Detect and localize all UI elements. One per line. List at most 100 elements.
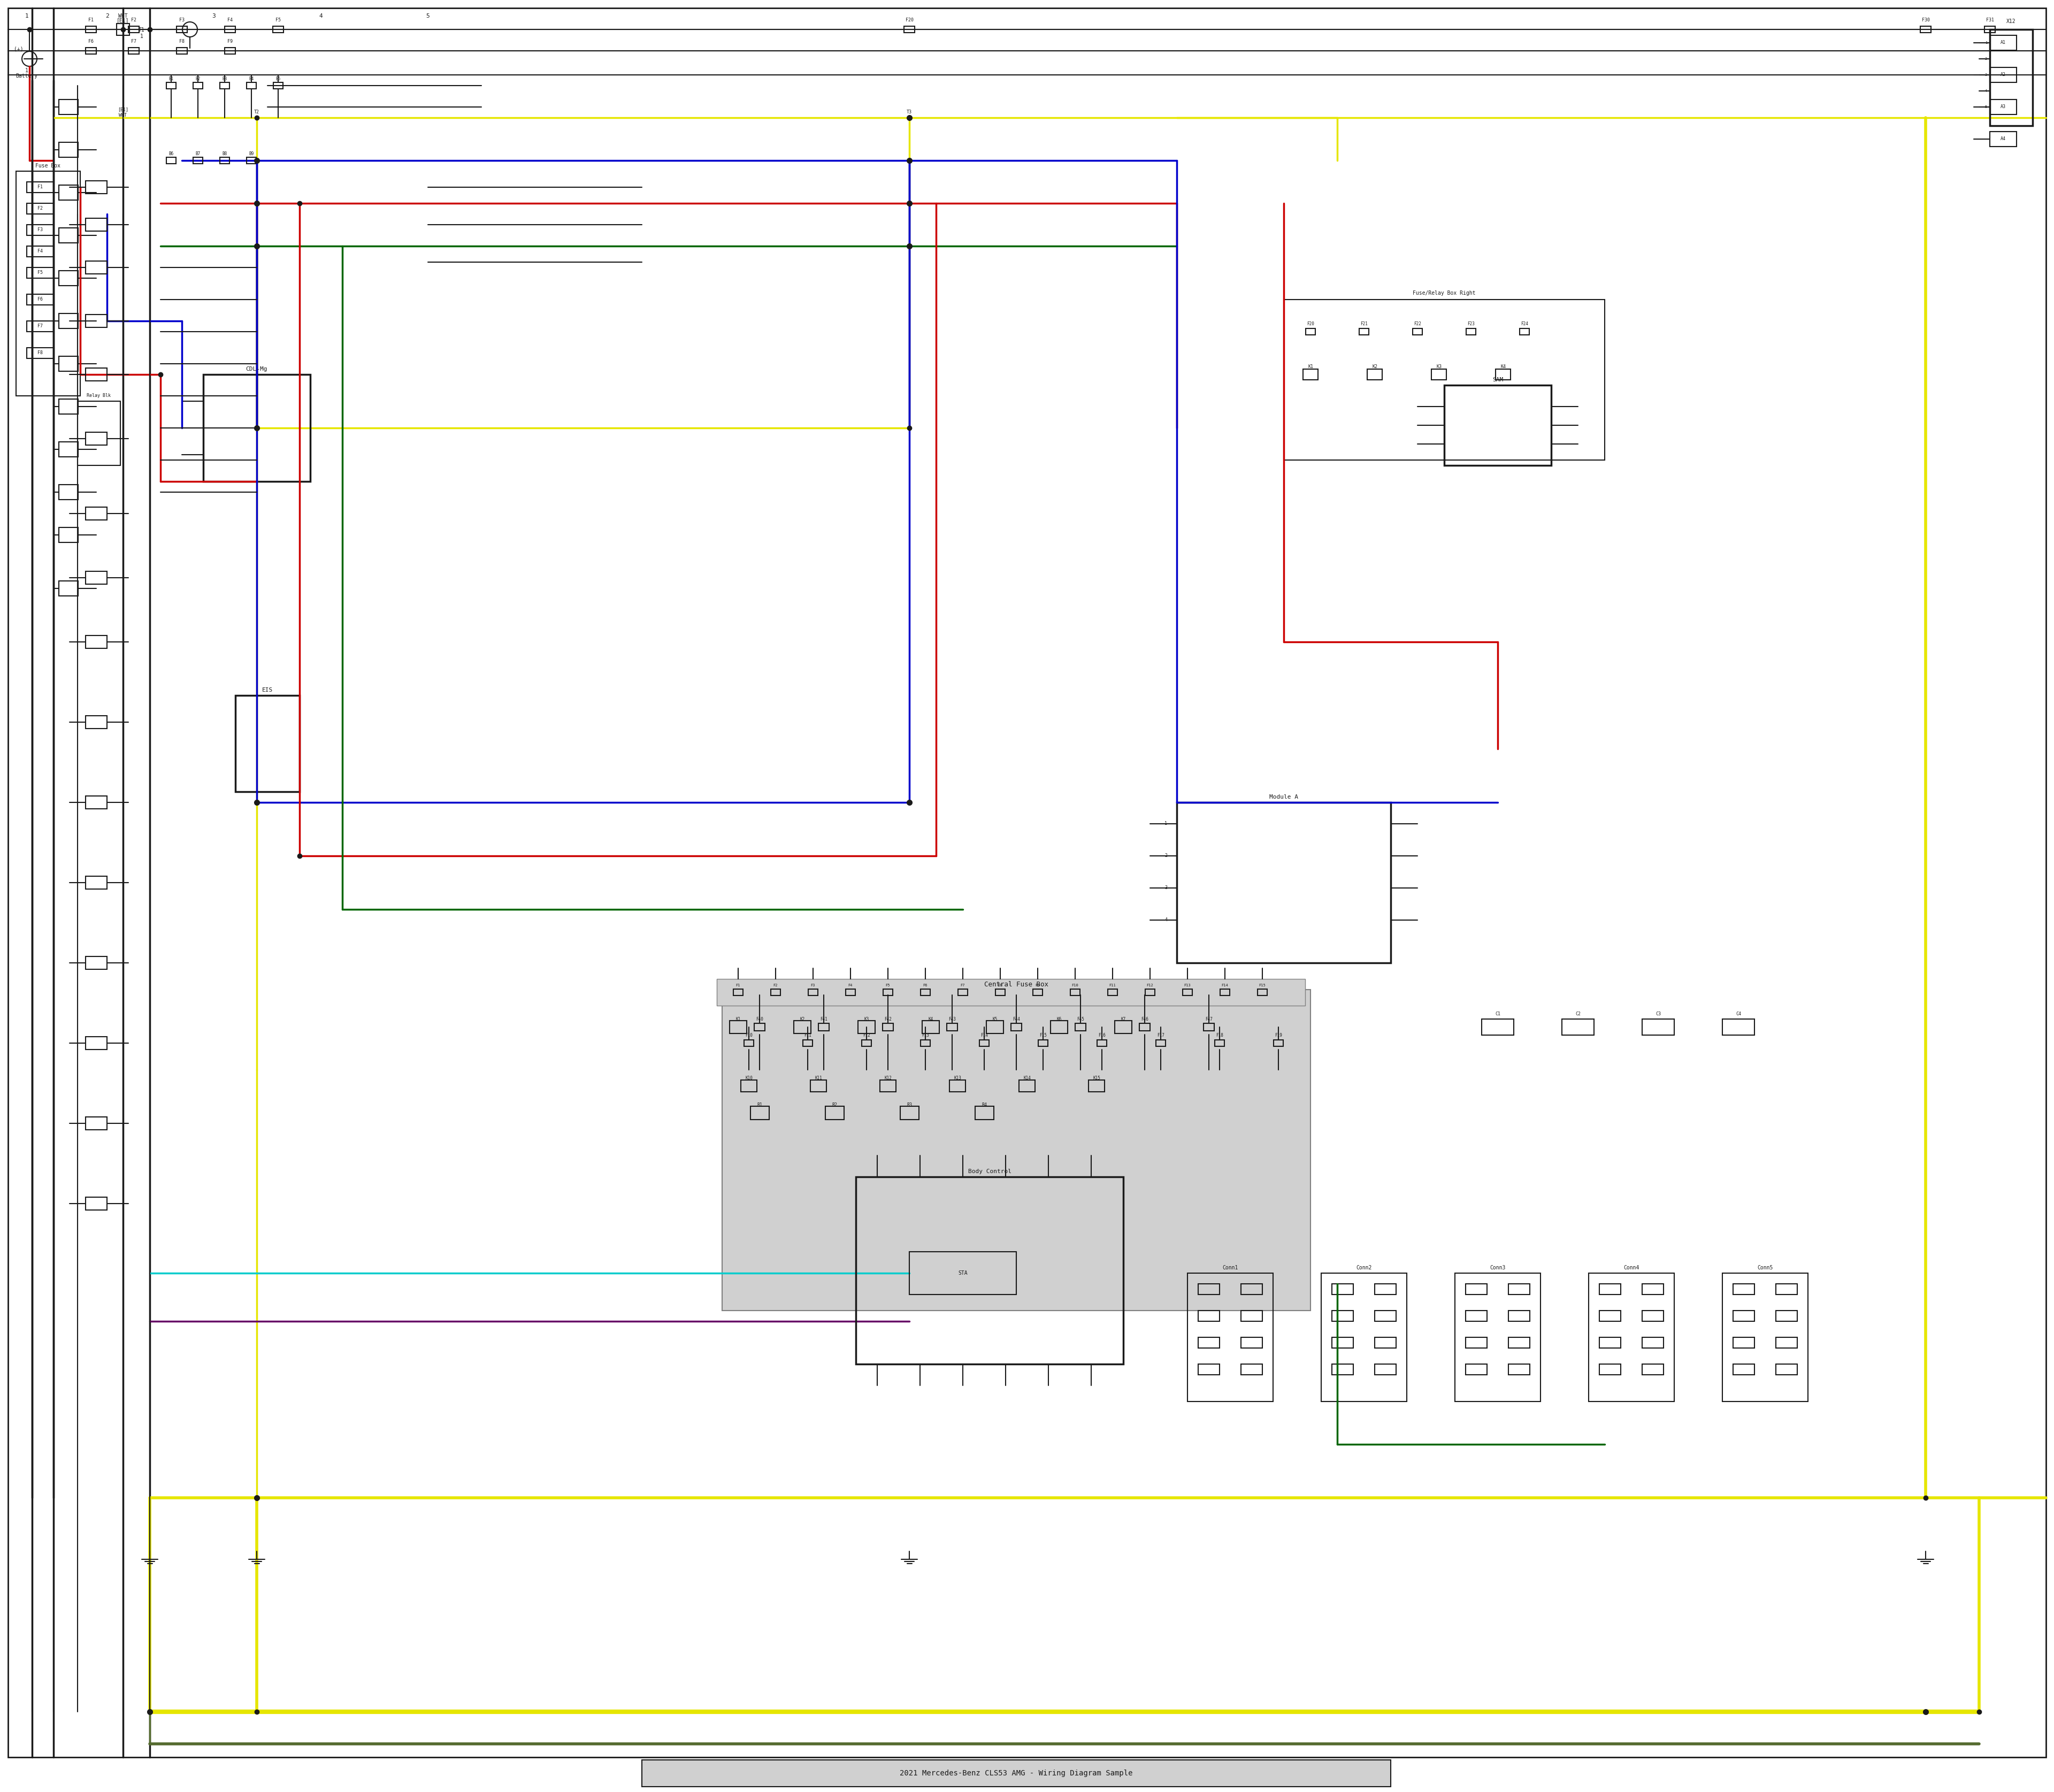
- Bar: [1990, 100, 2017, 115]
- Text: K3: K3: [1436, 364, 1442, 369]
- Text: C3: C3: [1656, 1011, 1662, 1016]
- Text: X12: X12: [2007, 18, 2015, 23]
- Bar: [1777, 1364, 1797, 1374]
- Bar: [246, 82, 257, 90]
- Bar: [1037, 1039, 1048, 1047]
- Bar: [741, 1081, 756, 1091]
- Bar: [1374, 1337, 1397, 1348]
- Bar: [1984, 27, 1994, 32]
- Bar: [807, 989, 817, 996]
- Bar: [236, 695, 300, 792]
- Bar: [1777, 1283, 1797, 1294]
- Text: F4: F4: [848, 984, 852, 987]
- Bar: [1107, 989, 1117, 996]
- Text: F7: F7: [961, 984, 965, 987]
- Bar: [1990, 131, 2017, 147]
- Text: F1: F1: [88, 18, 94, 22]
- Text: R1: R1: [756, 1102, 762, 1107]
- Bar: [986, 1021, 1004, 1034]
- Text: F7: F7: [37, 324, 43, 328]
- Text: F11: F11: [803, 1032, 811, 1038]
- Bar: [1374, 1310, 1397, 1321]
- Bar: [60, 527, 78, 543]
- Text: Battery: Battery: [16, 73, 37, 79]
- Text: B3: B3: [222, 77, 228, 82]
- Text: F12: F12: [1146, 984, 1154, 987]
- Bar: [1197, 1310, 1220, 1321]
- Text: 1: 1: [140, 34, 144, 39]
- Text: 3: 3: [212, 13, 216, 18]
- Bar: [1146, 989, 1154, 996]
- Text: F24: F24: [1520, 321, 1528, 326]
- Bar: [1306, 328, 1315, 335]
- Text: T2: T2: [255, 109, 259, 115]
- Bar: [1321, 1272, 1407, 1401]
- Bar: [16, 172, 80, 396]
- Bar: [1241, 1364, 1263, 1374]
- Bar: [166, 82, 177, 90]
- Bar: [1481, 1020, 1514, 1036]
- Bar: [1187, 1272, 1273, 1401]
- Bar: [859, 1021, 875, 1034]
- Bar: [1723, 1020, 1754, 1036]
- Bar: [1777, 1310, 1797, 1321]
- Text: 1: 1: [25, 68, 29, 73]
- Bar: [1508, 1310, 1530, 1321]
- Bar: [1600, 1310, 1621, 1321]
- Bar: [273, 82, 283, 90]
- Text: F5: F5: [885, 984, 889, 987]
- Text: 1: 1: [1165, 821, 1167, 826]
- Bar: [193, 82, 203, 90]
- Bar: [1454, 1272, 1540, 1401]
- Bar: [1089, 1081, 1105, 1091]
- Bar: [86, 796, 107, 808]
- Bar: [224, 27, 236, 32]
- Bar: [273, 27, 283, 32]
- Text: C1: C1: [1495, 1011, 1499, 1016]
- Text: F8: F8: [37, 351, 43, 355]
- Bar: [922, 1021, 939, 1034]
- Text: Conn5: Conn5: [1758, 1265, 1773, 1271]
- Text: B1: B1: [168, 77, 175, 82]
- Bar: [770, 989, 781, 996]
- Bar: [1990, 36, 2017, 50]
- Text: B7: B7: [195, 152, 201, 156]
- Text: A3: A3: [2001, 104, 2007, 109]
- Bar: [86, 572, 107, 584]
- Text: C2: C2: [1575, 1011, 1582, 1016]
- Bar: [803, 1039, 813, 1047]
- Text: 5: 5: [1984, 106, 1986, 109]
- Bar: [246, 158, 257, 163]
- Bar: [1368, 369, 1382, 380]
- Text: 4: 4: [318, 13, 322, 18]
- Bar: [86, 48, 97, 54]
- Bar: [826, 1106, 844, 1120]
- Bar: [717, 978, 1304, 1005]
- Text: F41: F41: [820, 1016, 828, 1021]
- Text: F22: F22: [1413, 321, 1421, 326]
- Bar: [86, 1197, 107, 1210]
- Text: K7: K7: [1121, 1016, 1126, 1021]
- Text: B8: B8: [222, 152, 228, 156]
- Text: F44: F44: [1013, 1016, 1021, 1021]
- Bar: [1115, 1021, 1132, 1034]
- Bar: [27, 321, 53, 332]
- Text: F8: F8: [998, 984, 1002, 987]
- Text: 2: 2: [1984, 57, 1986, 61]
- Bar: [1508, 1337, 1530, 1348]
- Bar: [793, 1021, 811, 1034]
- Bar: [86, 432, 107, 444]
- Text: [E1]: [E1]: [117, 18, 129, 23]
- Bar: [86, 636, 107, 649]
- Text: F9: F9: [228, 39, 232, 43]
- Bar: [1432, 369, 1446, 380]
- Text: Relay Blk: Relay Blk: [86, 394, 111, 398]
- Text: Module A: Module A: [1269, 794, 1298, 799]
- Bar: [1257, 989, 1267, 996]
- Bar: [60, 443, 78, 457]
- Bar: [27, 348, 53, 358]
- Bar: [1641, 1283, 1664, 1294]
- Bar: [1331, 1337, 1354, 1348]
- Text: B9: B9: [249, 152, 255, 156]
- Text: A4: A4: [2001, 136, 2007, 142]
